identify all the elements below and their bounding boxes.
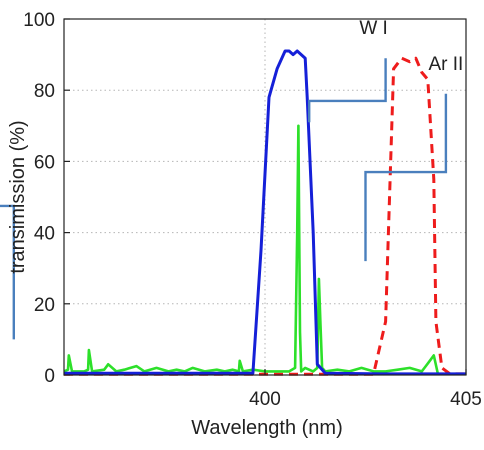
x-tick-label: 405 [450,389,482,410]
grid-lines [64,19,466,375]
y-tick-label: 0 [44,366,55,387]
y-tick-label: 100 [23,10,55,31]
y-tick-label: 20 [34,295,55,316]
series-line-2 [64,56,466,376]
annotation-label-2: W I [359,18,388,39]
annotations: N IIW IAr II [0,18,463,340]
y-tick-label: 80 [34,81,55,102]
axis-ticks: 0 20 40 60 80 100 400 405 [23,10,482,410]
series-line-1 [64,49,466,376]
annotation-label-3: Ar II [428,54,463,75]
y-axis-label: transimission (%) [7,120,29,273]
y-tick-label: 40 [34,224,55,245]
x-axis-label: Wavelength (nm) [191,417,343,439]
x-tick-label: 400 [249,389,281,410]
annotation-leader-1 [0,204,16,340]
annotation-leader-3 [364,93,448,262]
annotation-leader-2 [308,58,387,123]
y-tick-label: 60 [34,152,55,173]
